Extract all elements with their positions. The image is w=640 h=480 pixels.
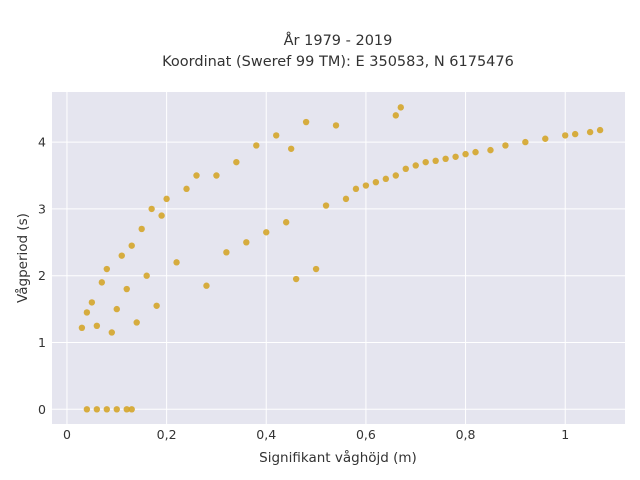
data-point — [562, 132, 569, 139]
data-point — [213, 172, 220, 179]
data-point — [263, 229, 270, 236]
data-point — [103, 265, 111, 273]
x-tick-label: 0,8 — [456, 427, 476, 442]
data-point — [392, 112, 399, 119]
y-tick-label: 2 — [38, 268, 46, 283]
data-point — [233, 158, 240, 166]
x-axis-title: Signifikant våghöjd (m) — [259, 449, 417, 466]
data-point — [243, 239, 250, 246]
data-point — [83, 406, 91, 413]
data-point — [83, 309, 91, 316]
data-point — [287, 145, 295, 152]
data-point — [487, 146, 494, 154]
data-point — [397, 104, 404, 111]
x-tick-labels: 0 0,2 0,4 0,6 0,8 1 — [63, 427, 569, 442]
data-point — [571, 130, 579, 138]
data-point — [432, 157, 439, 165]
data-point — [402, 165, 409, 173]
x-tick-label: 0,4 — [256, 427, 276, 442]
y-tick-label: 0 — [38, 402, 46, 417]
data-point — [586, 128, 594, 136]
data-point — [302, 118, 310, 126]
data-point — [322, 202, 330, 209]
data-point — [312, 265, 320, 273]
data-point — [163, 195, 170, 203]
data-point — [98, 279, 106, 286]
data-point — [372, 178, 380, 186]
data-point — [103, 406, 111, 413]
data-point — [422, 158, 429, 166]
y-tick-label: 1 — [38, 335, 46, 350]
data-point — [78, 324, 86, 332]
data-point — [148, 205, 155, 213]
data-point — [352, 185, 360, 193]
data-point — [472, 148, 479, 156]
data-point — [143, 272, 150, 279]
data-point — [173, 259, 180, 266]
data-point — [292, 275, 300, 283]
y-tick-label: 4 — [38, 135, 46, 150]
data-point — [342, 195, 350, 203]
data-point — [522, 138, 529, 146]
data-point — [362, 182, 370, 189]
data-point — [158, 212, 165, 219]
data-point — [108, 329, 115, 336]
data-point — [93, 406, 101, 413]
x-tick-label: 0,2 — [157, 427, 177, 442]
data-point — [128, 406, 135, 413]
data-point — [203, 282, 210, 289]
data-point — [88, 299, 96, 306]
x-tick-label: 1 — [561, 427, 569, 442]
x-tick-label: 0,6 — [356, 427, 376, 442]
data-point — [596, 126, 604, 134]
y-axis-title: Vågperiod (s) — [14, 213, 31, 303]
data-point — [442, 155, 449, 163]
data-point — [462, 150, 469, 158]
data-point — [392, 172, 399, 179]
chart-title-line1: År 1979 - 2019 — [284, 32, 393, 49]
y-tick-label: 3 — [38, 201, 46, 216]
data-point — [193, 172, 200, 179]
data-point — [133, 319, 140, 326]
plot-area — [52, 92, 625, 424]
data-point — [123, 285, 130, 293]
data-point — [412, 162, 419, 169]
scatter-points — [78, 104, 604, 413]
data-point — [138, 225, 145, 233]
data-point — [113, 305, 120, 313]
data-point — [223, 249, 230, 256]
data-point — [273, 132, 280, 139]
data-point — [153, 302, 160, 309]
x-tick-label: 0 — [63, 427, 71, 442]
data-point — [332, 122, 340, 129]
data-point — [118, 252, 125, 259]
data-point — [113, 406, 120, 413]
data-point — [93, 322, 101, 330]
data-point — [382, 175, 390, 183]
data-point — [183, 185, 190, 193]
data-point — [253, 142, 260, 149]
data-point — [542, 135, 549, 142]
data-point — [452, 153, 459, 160]
chart-title-line2: Koordinat (Sweref 99 TM): E 350583, N 61… — [162, 54, 514, 70]
data-point — [123, 406, 130, 413]
y-tick-labels: 0 1 2 3 4 — [38, 135, 46, 417]
data-point — [282, 219, 290, 226]
data-point — [502, 142, 509, 149]
data-point — [128, 242, 135, 249]
